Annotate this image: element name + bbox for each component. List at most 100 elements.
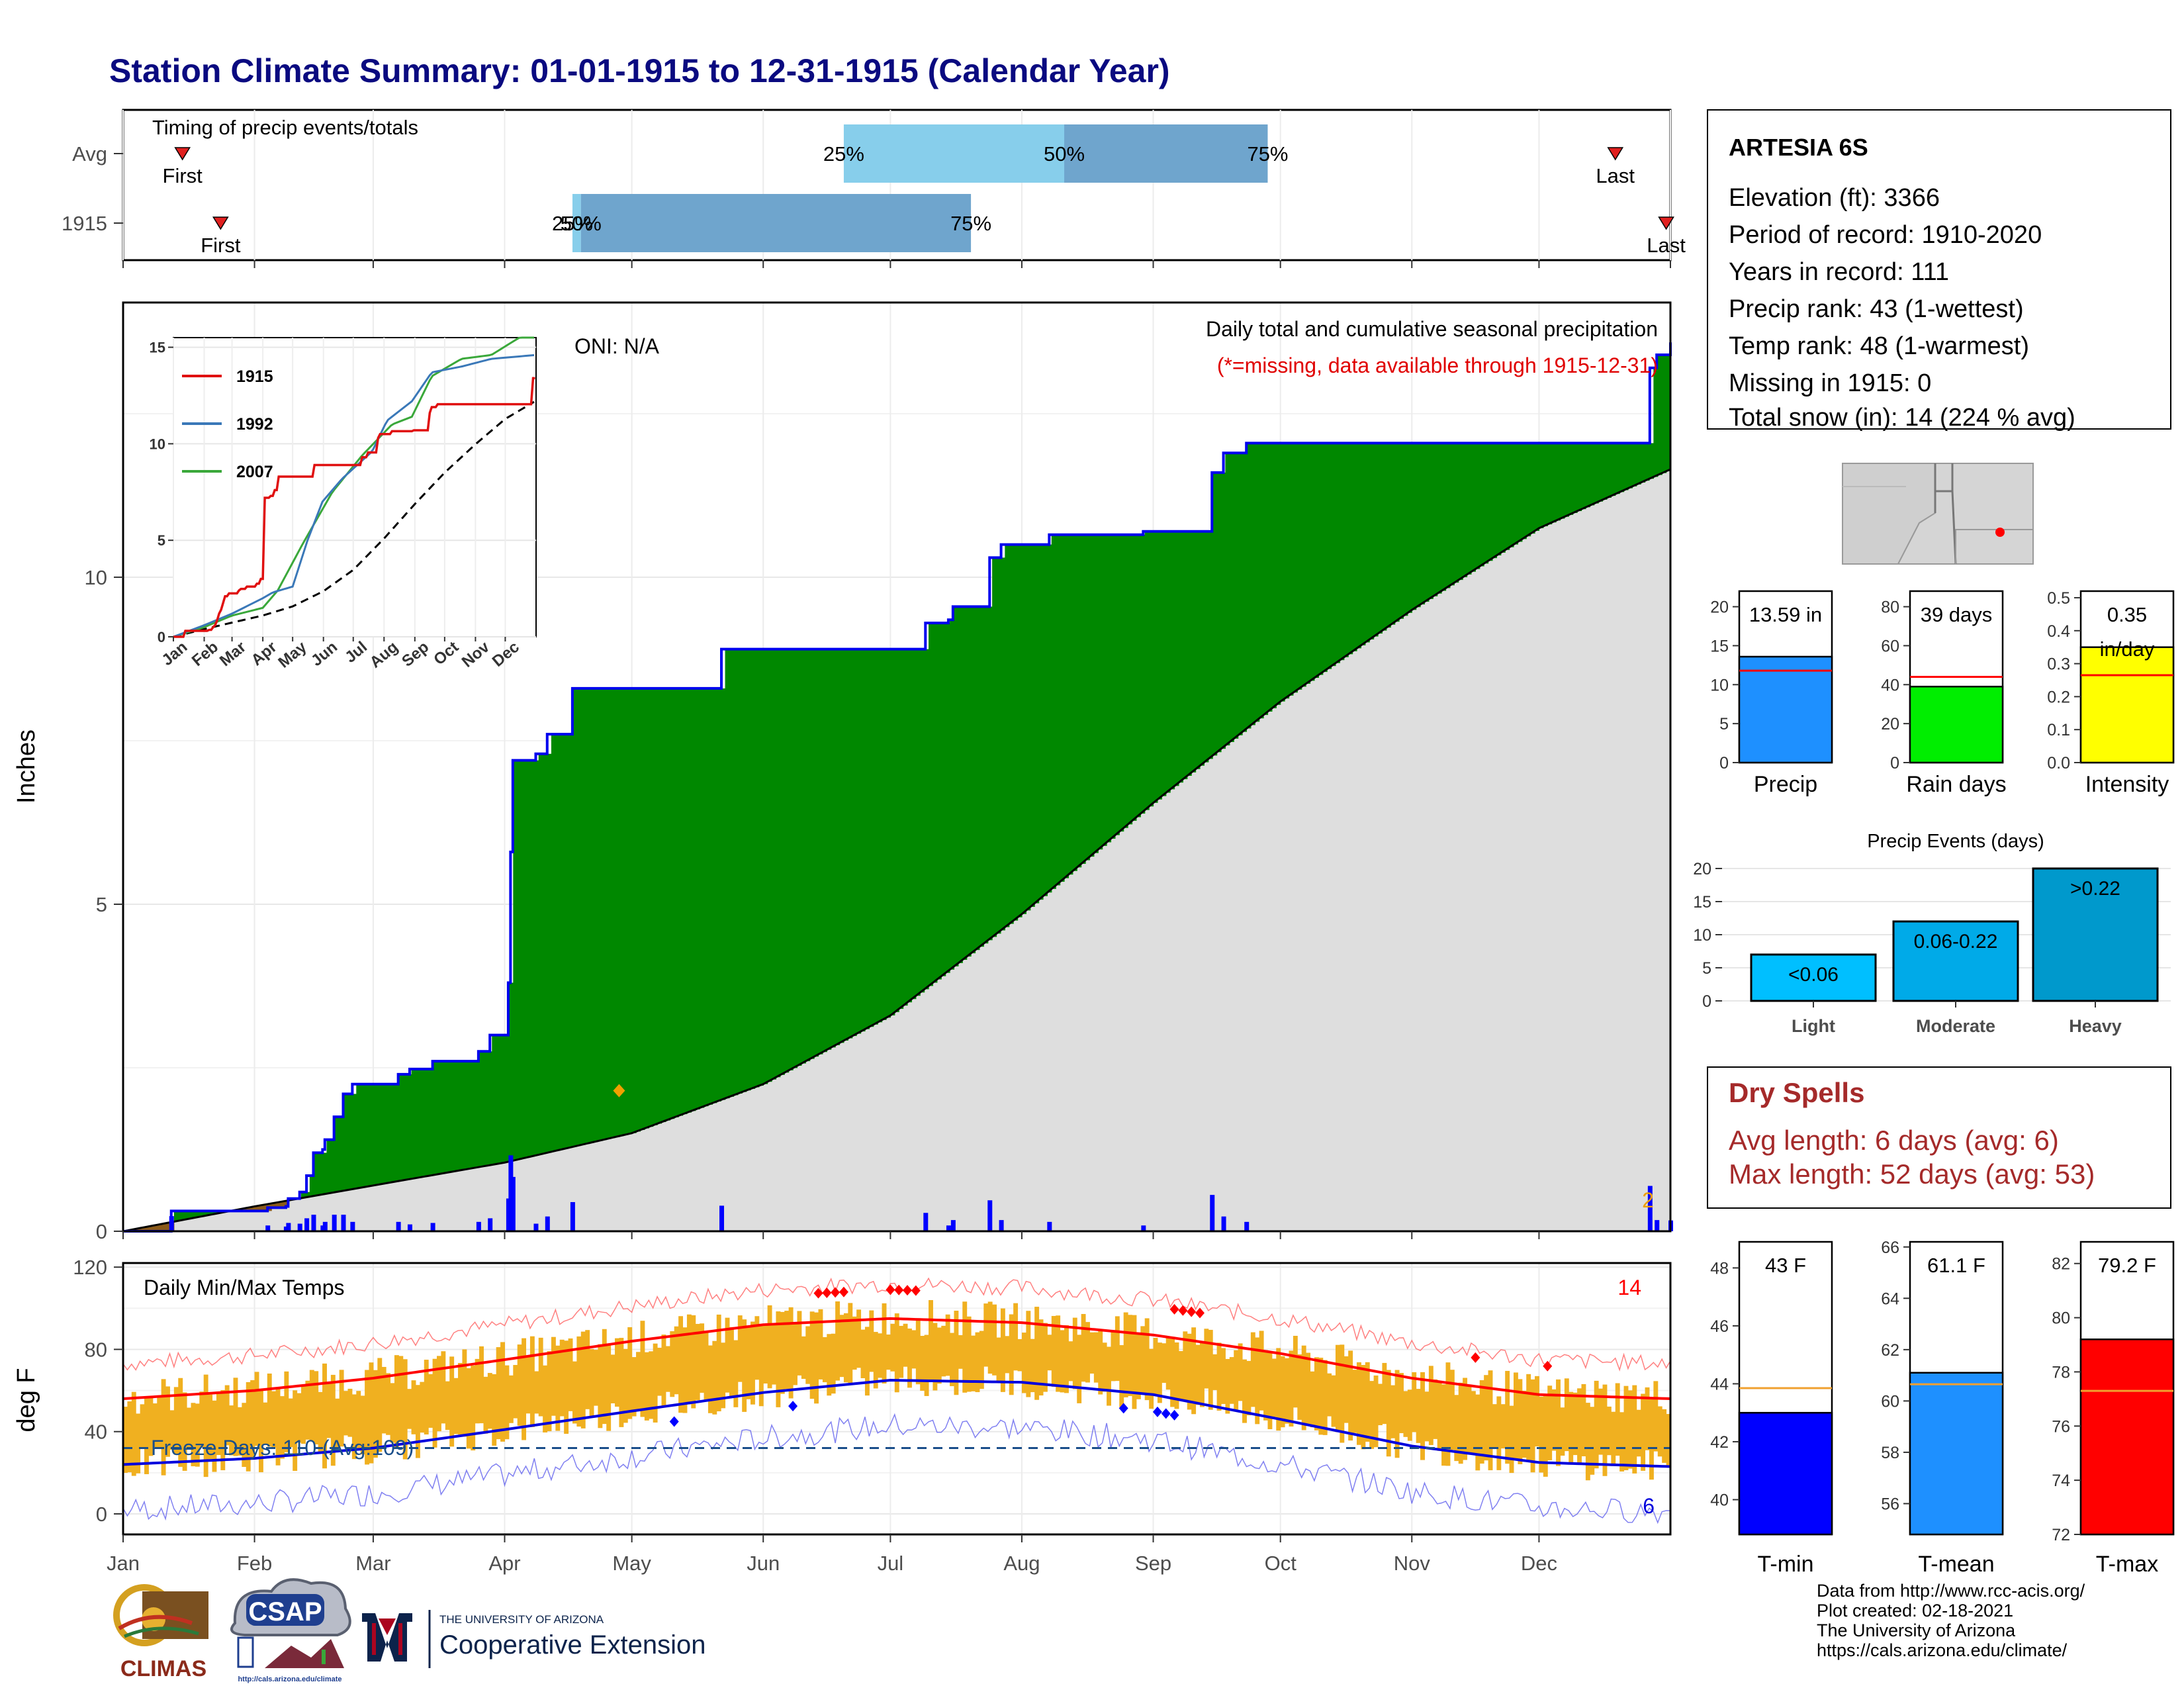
record-low-marker xyxy=(1161,1408,1171,1419)
daily-temp-range-bar xyxy=(1234,1350,1239,1410)
above-average-area xyxy=(682,688,688,1115)
above-average-area xyxy=(1064,534,1069,878)
above-average-area xyxy=(424,1068,429,1177)
timing-first-label: First xyxy=(201,234,241,257)
above-average-area xyxy=(453,1061,459,1172)
month-label: Jun xyxy=(747,1552,780,1575)
above-average-area xyxy=(1255,443,1260,722)
daily-temp-range-bar xyxy=(233,1378,238,1456)
stat-ytick-label: 66 xyxy=(1881,1239,1899,1257)
above-average-area xyxy=(398,1074,404,1182)
month-label: Jan xyxy=(107,1552,140,1575)
below-average-area xyxy=(254,1206,259,1211)
daily-temp-range-bar xyxy=(420,1382,425,1433)
above-average-area xyxy=(428,1068,433,1176)
above-average-area xyxy=(1271,443,1277,708)
daily-temp-range-bar xyxy=(441,1351,446,1424)
above-average-area xyxy=(1513,443,1519,545)
precip-events-title: Precip Events (days) xyxy=(1867,831,2044,852)
below-average-area xyxy=(165,1223,171,1231)
daily-temp-range-bar xyxy=(1301,1345,1306,1430)
daily-temp-range-bar xyxy=(492,1374,497,1446)
above-average-area xyxy=(1089,534,1095,857)
daily-temp-range-bar xyxy=(1373,1375,1379,1448)
daily-temp-range-bar xyxy=(1505,1370,1510,1464)
daily-temp-range-bar xyxy=(1475,1394,1480,1471)
above-average-area xyxy=(402,1074,408,1181)
daily-temp-range-bar xyxy=(224,1385,230,1446)
daily-temp-range-bar xyxy=(610,1354,615,1403)
dry-spells-max: Max length: 52 days (avg: 53) xyxy=(1729,1158,2095,1190)
daily-temp-range-bar xyxy=(250,1380,255,1459)
above-average-area xyxy=(1013,544,1019,921)
above-average-area xyxy=(1297,443,1302,690)
daily-temp-range-bar xyxy=(1433,1379,1438,1439)
above-average-area xyxy=(1539,443,1544,528)
daily-temp-range-bar xyxy=(920,1336,925,1391)
month-label: Mar xyxy=(355,1552,390,1575)
timing-bar-lower xyxy=(572,194,581,252)
above-average-area xyxy=(1225,453,1230,746)
above-average-area xyxy=(1467,443,1472,575)
daily-temp-range-bar xyxy=(1013,1303,1019,1371)
above-average-area xyxy=(572,688,577,1147)
above-average-area xyxy=(606,688,612,1139)
timing-bar-lower xyxy=(843,124,1065,183)
daily-temp-range-bar xyxy=(182,1392,187,1471)
daily-temp-range-bar xyxy=(330,1374,336,1466)
above-average-area xyxy=(1662,355,1667,473)
above-average-area xyxy=(1335,443,1340,663)
daily-precip-bar xyxy=(987,1200,993,1231)
precip-events-bar-label: 0.06-0.22 xyxy=(1914,931,1998,953)
daily-precip-bar xyxy=(1244,1221,1250,1231)
above-average-area xyxy=(513,760,518,1161)
daily-temp-range-bar xyxy=(827,1334,832,1396)
daily-temp-range-bar xyxy=(1271,1358,1277,1417)
above-average-area xyxy=(809,649,815,1059)
above-average-area xyxy=(1068,534,1073,875)
daily-precip-bar xyxy=(510,1176,516,1231)
daily-temp-range-bar xyxy=(525,1355,531,1414)
daily-temp-range-bar xyxy=(1454,1395,1459,1462)
above-average-area xyxy=(471,1061,476,1169)
daily-temp-range-bar xyxy=(1666,1414,1671,1466)
station-missing: Missing in 1915: 0 xyxy=(1729,369,1931,397)
above-average-area xyxy=(987,606,993,941)
daily-temp-range-bar xyxy=(915,1320,921,1385)
above-average-area xyxy=(780,649,785,1075)
above-average-area xyxy=(788,649,794,1070)
above-average-area xyxy=(1153,531,1158,803)
footer-plot-created: Plot created: 02-18-2021 xyxy=(1817,1601,2014,1620)
daily-temp-range-bar xyxy=(1123,1312,1128,1397)
stat-ytick-label: 20 xyxy=(1710,598,1729,617)
above-average-area xyxy=(187,1211,192,1219)
above-average-area xyxy=(1572,443,1578,513)
daily-temp-range-bar xyxy=(522,1338,527,1440)
below-average-area xyxy=(161,1224,166,1231)
above-average-area xyxy=(1551,443,1557,523)
above-average-area xyxy=(538,753,543,1155)
above-average-area xyxy=(856,649,862,1034)
daily-temp-range-bar xyxy=(123,1407,128,1474)
daily-temp-range-bar xyxy=(1496,1396,1502,1470)
daily-temp-range-bar xyxy=(161,1379,166,1476)
daily-temp-range-bar xyxy=(543,1365,548,1432)
precip-ytick-label: 0 xyxy=(96,1220,107,1243)
daily-temp-range-bar xyxy=(1606,1406,1612,1456)
station-years: Years in record: 111 xyxy=(1729,258,1949,286)
above-average-area xyxy=(1556,443,1561,521)
above-average-area xyxy=(661,688,666,1123)
daily-temp-range-bar xyxy=(602,1329,607,1425)
daily-temp-range-bar xyxy=(1352,1370,1357,1433)
daily-precip-bar xyxy=(476,1221,481,1231)
daily-temp-range-bar xyxy=(551,1336,556,1416)
temp-ytick-label: 80 xyxy=(85,1338,107,1361)
stat-ytick-label: 76 xyxy=(2052,1417,2070,1436)
average-cumulative-line xyxy=(122,468,1671,1233)
daily-temp-range-bar xyxy=(1479,1380,1484,1464)
above-average-area xyxy=(665,688,670,1121)
above-average-area xyxy=(1560,443,1565,519)
precip-events-bar xyxy=(2032,867,2159,1002)
above-average-area xyxy=(199,1211,205,1217)
